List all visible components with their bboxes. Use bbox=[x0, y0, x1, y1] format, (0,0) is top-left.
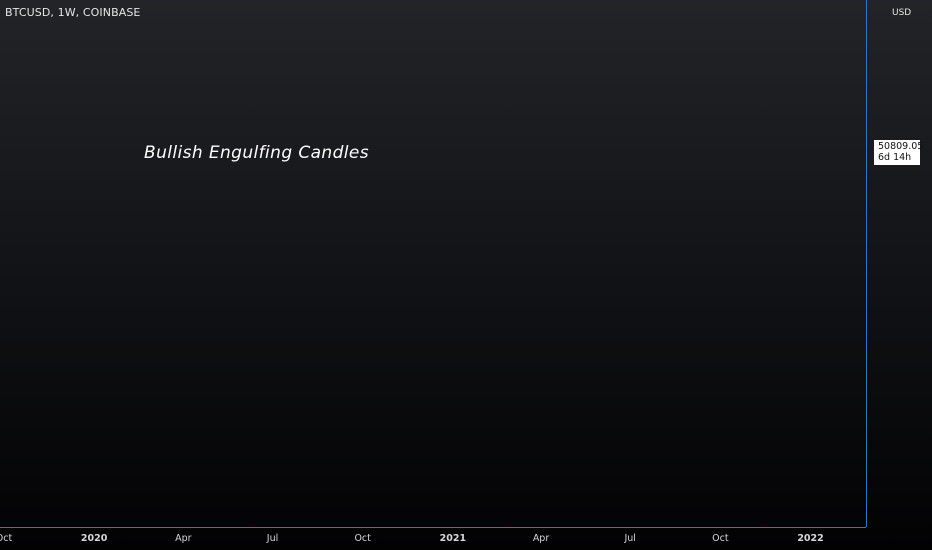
x-tick-label: 2020 bbox=[81, 533, 108, 544]
x-tick-label: Oct bbox=[354, 533, 371, 544]
bar-countdown: 6d 14h bbox=[878, 152, 912, 163]
annotation-text: Bullish Engulfing Candles bbox=[144, 143, 370, 163]
currency-label: USD bbox=[892, 8, 912, 18]
x-tick-label: 2021 bbox=[440, 533, 466, 544]
x-tick-label: Jul bbox=[623, 533, 635, 544]
x-tick-label: Jul bbox=[266, 533, 278, 544]
symbol-title: BTCUSD, 1W, COINBASE bbox=[5, 6, 141, 19]
current-price-value: 50809.05 bbox=[878, 141, 924, 152]
x-tick-label: Apr bbox=[533, 533, 550, 544]
x-tick-label: Apr bbox=[175, 533, 192, 544]
x-tick-label: Oct bbox=[712, 533, 729, 544]
axes-layer: Oct 2020 Apr Jul Oct 2021 Apr Jul Oct 2022 bbox=[0, 0, 867, 544]
x-tick-label: 2022 bbox=[797, 533, 823, 544]
current-price-label: 50809.05 6d 14h bbox=[874, 140, 924, 165]
x-tick-label: Oct bbox=[0, 533, 12, 544]
